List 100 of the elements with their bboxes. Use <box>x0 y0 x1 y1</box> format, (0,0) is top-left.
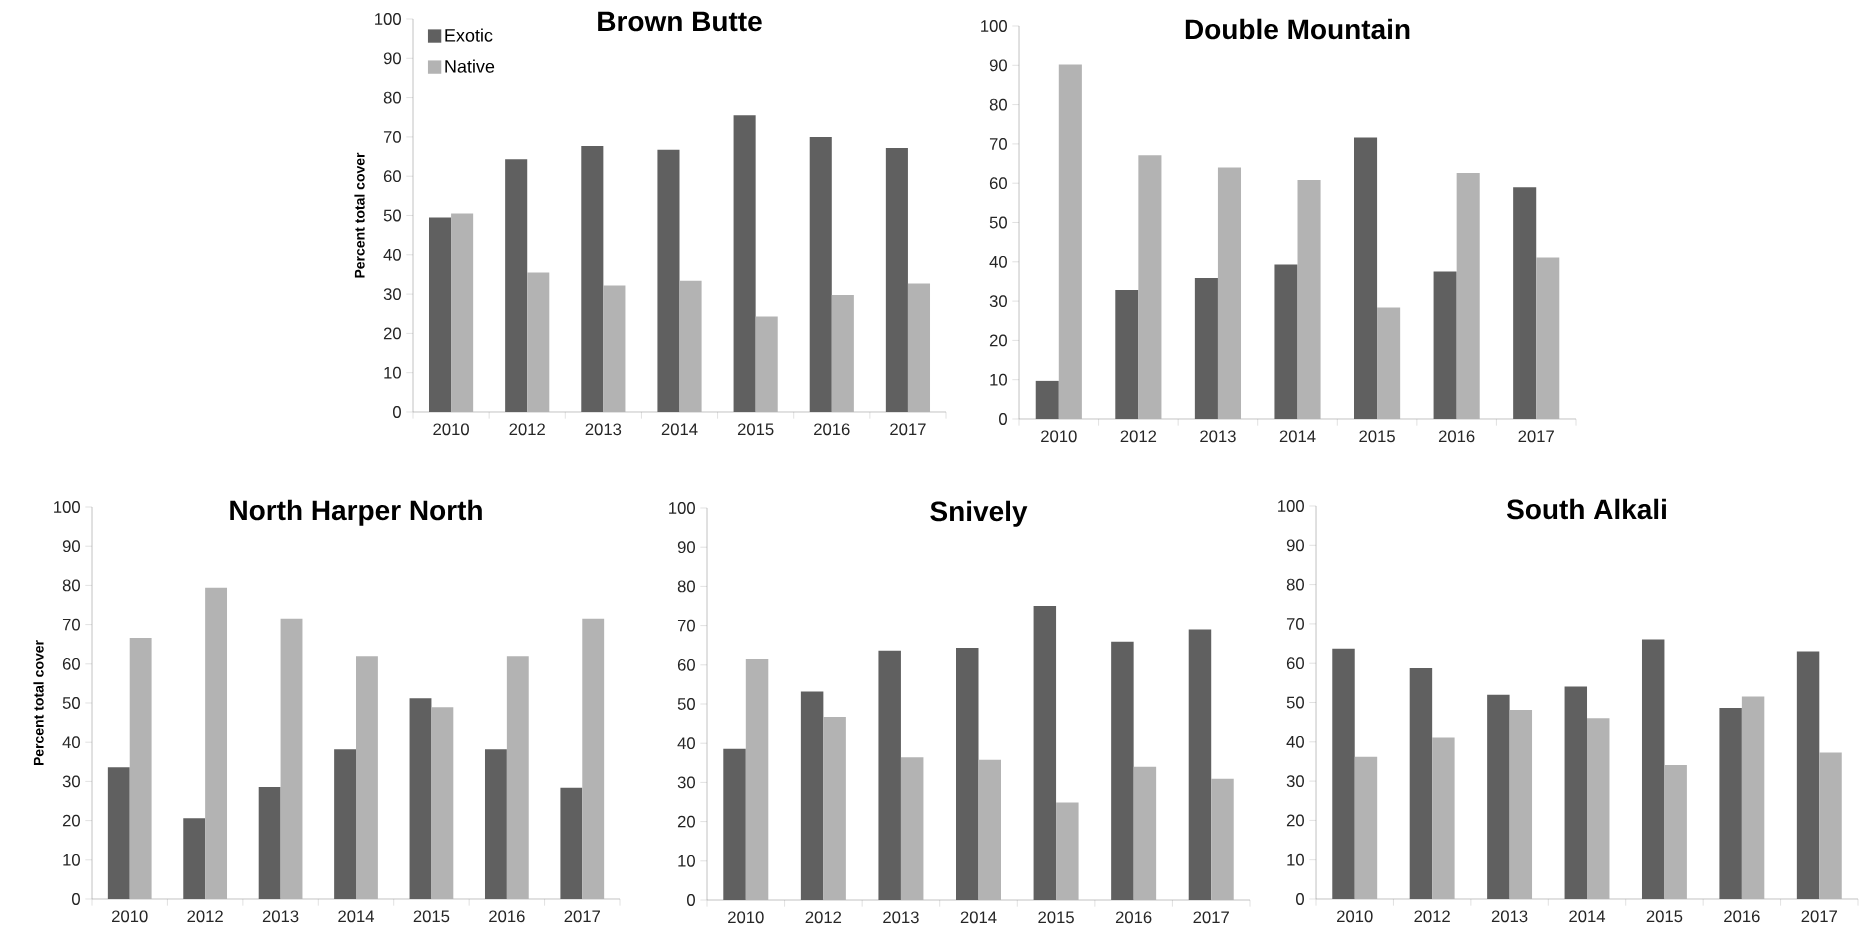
chart-title: Double Mountain <box>1185 18 1410 40</box>
bar <box>527 272 550 412</box>
bar <box>1513 187 1537 419</box>
bar <box>1354 137 1378 419</box>
bar <box>1719 708 1742 899</box>
y-tick-label: 30 <box>1286 775 1304 787</box>
y-tick-label: 50 <box>383 209 401 222</box>
x-tick-label: 2017 <box>1518 430 1554 443</box>
legend-label: Native <box>445 59 495 73</box>
bar <box>1664 764 1687 899</box>
x-tick-label: 2015 <box>1359 430 1395 443</box>
y-tick-label: 90 <box>62 540 80 553</box>
y-tick-label: 50 <box>677 698 695 710</box>
y-tick-label: 90 <box>989 59 1007 72</box>
bar <box>1741 696 1765 899</box>
bar <box>679 280 702 412</box>
y-axis-title: Percent total cover <box>33 640 44 766</box>
bar <box>1796 651 1820 899</box>
x-tick-label: 2012 <box>1120 430 1157 443</box>
y-tick-label: 30 <box>62 775 80 788</box>
y-tick-label: 10 <box>678 854 695 867</box>
bar <box>258 786 281 899</box>
bar <box>1217 167 1242 419</box>
bar <box>451 213 474 412</box>
y-tick-label: 0 <box>687 894 695 906</box>
y-tick-label: 100 <box>54 501 80 513</box>
x-tick-label: 2017 <box>890 423 926 436</box>
y-tick-label: 100 <box>669 502 695 514</box>
bar <box>978 759 1002 900</box>
y-tick-label: 0 <box>393 406 401 418</box>
bar <box>1587 718 1610 899</box>
y-tick-label: 80 <box>677 580 695 593</box>
y-tick-label: 10 <box>384 366 401 379</box>
bar <box>809 136 832 412</box>
x-tick-label: 2016 <box>814 423 850 436</box>
bar <box>1056 802 1079 900</box>
x-tick-label: 2015 <box>1038 911 1074 924</box>
bar <box>205 587 228 899</box>
y-tick-label: 70 <box>1286 618 1304 630</box>
x-tick-label: 2017 <box>1801 910 1837 923</box>
y-tick-label: 80 <box>383 91 401 104</box>
y-tick-label: 60 <box>1286 657 1304 670</box>
y-tick-label: 0 <box>72 893 80 905</box>
x-tick-label: 2015 <box>1646 910 1683 923</box>
chart-title: North Harper North <box>230 499 482 526</box>
bar <box>733 115 756 412</box>
bar <box>831 294 854 412</box>
chart-title: Brown Butte <box>598 11 762 32</box>
y-tick-label: 10 <box>63 853 80 866</box>
y-tick-label: 10 <box>990 373 1007 386</box>
x-tick-label: 2010 <box>1337 910 1373 923</box>
bar <box>603 285 626 412</box>
x-tick-label: 2012 <box>509 423 545 436</box>
bar <box>1033 606 1057 900</box>
bar <box>505 159 528 412</box>
y-tick-label: 60 <box>989 177 1007 190</box>
bar <box>1536 257 1560 419</box>
bar <box>1641 639 1665 899</box>
x-tick-label: 2015 <box>413 910 450 923</box>
bar <box>1058 64 1082 419</box>
y-tick-label: 90 <box>383 52 401 65</box>
bar <box>1456 172 1480 419</box>
x-tick-label: 2013 <box>1200 430 1236 443</box>
x-tick-label: 2017 <box>564 910 600 923</box>
x-tick-label: 2014 <box>960 911 997 924</box>
y-tick-label: 40 <box>1286 735 1304 748</box>
bar <box>1509 709 1533 899</box>
bar <box>183 818 206 899</box>
bar <box>755 316 778 412</box>
bar <box>878 650 901 900</box>
y-tick-label: 40 <box>677 737 695 750</box>
y-tick-label: 70 <box>62 618 80 631</box>
bar <box>107 767 130 899</box>
x-tick-label: 2013 <box>883 911 919 924</box>
y-tick-label: 40 <box>62 736 80 749</box>
x-tick-label: 2012 <box>187 910 223 923</box>
legend-label: Exotic <box>445 28 493 42</box>
y-tick-label: 0 <box>999 413 1007 425</box>
bar <box>885 147 908 412</box>
x-tick-label: 2010 <box>1041 430 1077 443</box>
chart-title: South Alkali <box>1506 498 1666 520</box>
bar <box>1354 756 1378 899</box>
y-tick-label: 30 <box>383 288 401 300</box>
bar <box>1111 641 1134 900</box>
y-tick-label: 50 <box>989 216 1007 229</box>
bar <box>823 716 846 900</box>
x-tick-label: 2010 <box>728 911 764 924</box>
bar <box>506 656 529 899</box>
y-tick-label: 30 <box>989 295 1007 307</box>
y-tick-label: 100 <box>981 20 1007 32</box>
bar <box>581 145 604 412</box>
y-tick-label: 0 <box>1296 893 1304 905</box>
x-tick-label: 2012 <box>1414 910 1450 923</box>
y-tick-label: 80 <box>1286 578 1304 591</box>
bar <box>1432 737 1455 899</box>
bar <box>745 658 769 900</box>
bar <box>1377 307 1401 419</box>
y-tick-label: 60 <box>383 170 401 183</box>
bar <box>1819 752 1842 899</box>
y-tick-label: 90 <box>677 541 695 554</box>
